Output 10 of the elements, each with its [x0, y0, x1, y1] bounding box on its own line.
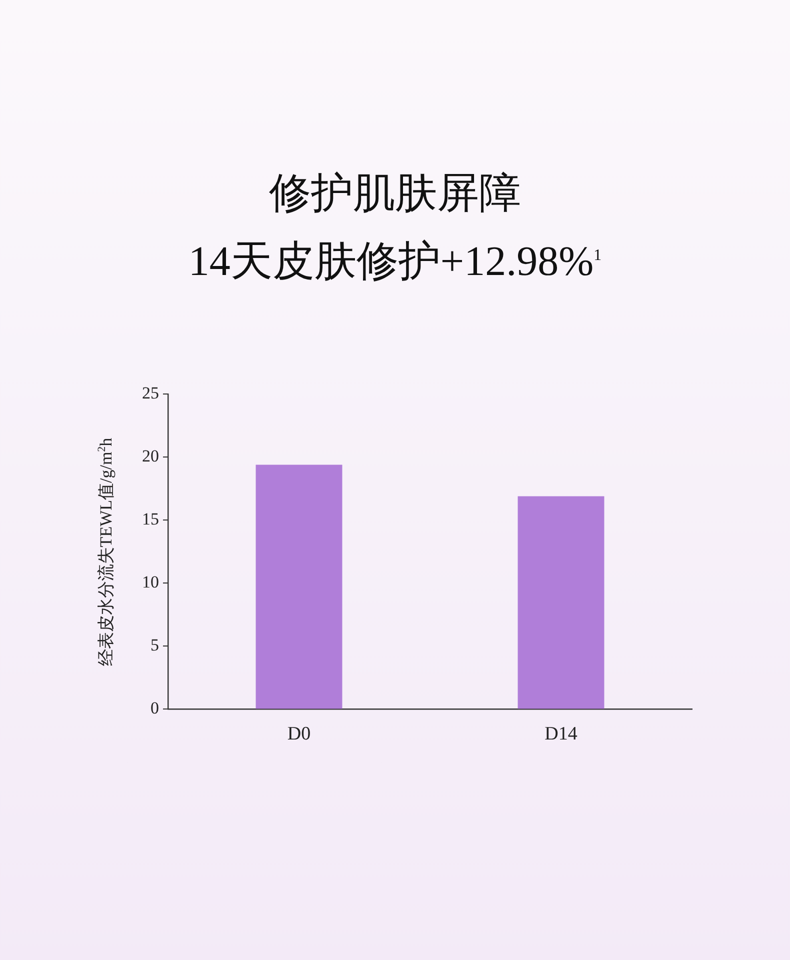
- chart-subtitle: 14天皮肤修护+12.98%$^{1}$: [187, 238, 603, 287]
- x-tick-label: D14: [544, 724, 578, 745]
- y-tick-label: 5: [150, 636, 159, 655]
- y-tick-label: 10: [142, 572, 159, 592]
- x-tick-label: D0: [287, 724, 311, 745]
- y-tick-label: 15: [142, 510, 159, 529]
- y-tick-label: 20: [142, 446, 159, 466]
- chart-title: 修护肌肤屏障: [268, 170, 522, 219]
- y-tick-label: 25: [142, 384, 159, 403]
- y-tick-label: 0: [150, 698, 159, 718]
